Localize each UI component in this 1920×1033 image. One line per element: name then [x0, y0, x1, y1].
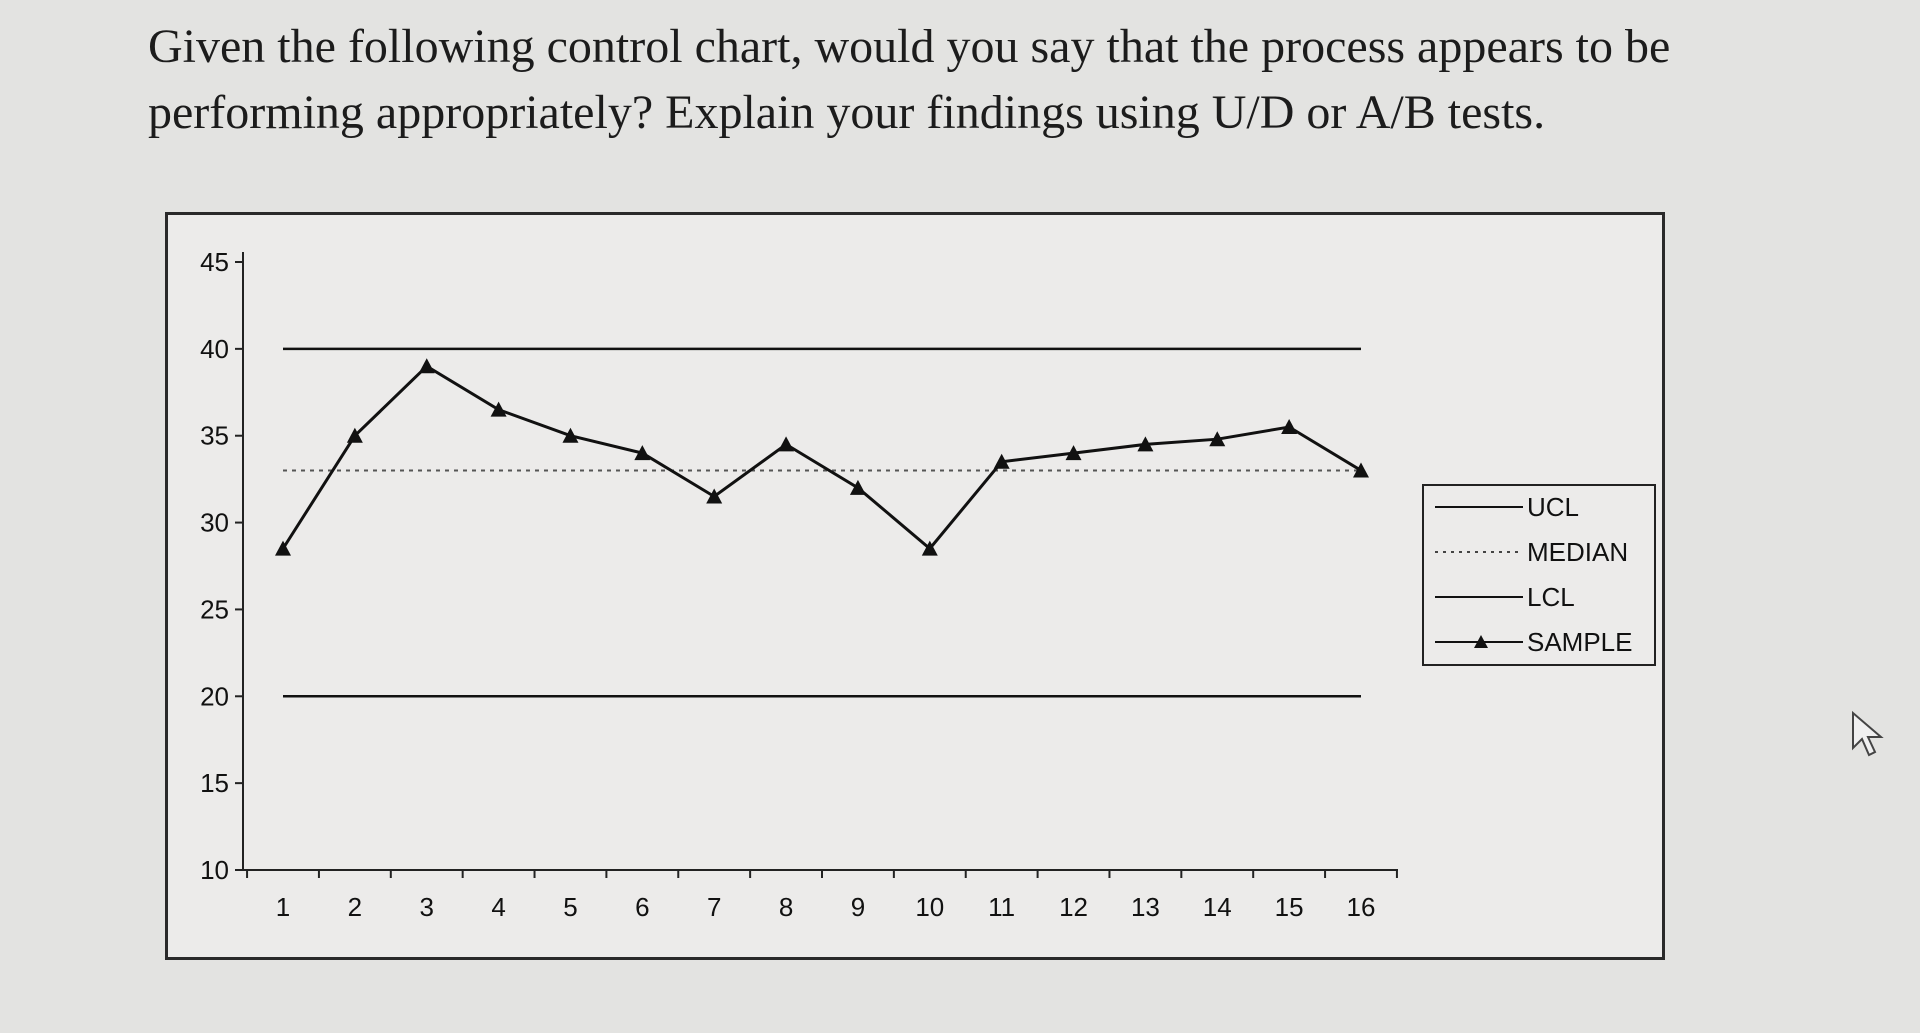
- sample-point-marker: [1281, 419, 1298, 435]
- series-line-sample: [281, 364, 1362, 551]
- sample-point-marker: [275, 540, 291, 556]
- sample-point-marker: [921, 540, 938, 556]
- y-tick-label: 15: [200, 768, 229, 798]
- y-tick-label: 45: [200, 247, 229, 277]
- x-tick-label: 15: [1275, 892, 1304, 922]
- sample-point-marker: [993, 453, 1010, 469]
- x-tick-label: 5: [563, 892, 577, 922]
- legend-label-ucl: UCL: [1527, 492, 1579, 522]
- sample-point-marker: [1065, 445, 1082, 461]
- question-text: Given the following control chart, would…: [148, 20, 1671, 139]
- legend-label-median: MEDIAN: [1527, 537, 1628, 567]
- y-tick-label: 40: [200, 334, 229, 364]
- legend-box: [1422, 484, 1656, 666]
- x-tick-label: 1: [276, 892, 290, 922]
- sample-point-marker: [634, 445, 651, 461]
- x-tick-label: 9: [851, 892, 865, 922]
- x-tick-label: 7: [707, 892, 721, 922]
- x-tick-label: 8: [779, 892, 793, 922]
- x-tick-label: 6: [635, 892, 649, 922]
- legend-marker: [1474, 635, 1488, 648]
- x-tick-label: 12: [1059, 892, 1088, 922]
- y-axis: 10 15 20 25 30 35 40 45: [200, 247, 244, 885]
- x-tick-label: 13: [1131, 892, 1160, 922]
- x-tick-label: 3: [419, 892, 433, 922]
- x-tick-label: 4: [491, 892, 505, 922]
- legend-label-sample: SAMPLE: [1527, 627, 1633, 657]
- sample-point-marker: [706, 488, 723, 504]
- sample-point-marker: [1137, 436, 1154, 452]
- sample-point-marker: [490, 401, 507, 417]
- x-tick-label: 14: [1203, 892, 1232, 922]
- sample-point-marker: [849, 479, 866, 495]
- sample-point-marker: [1209, 431, 1226, 447]
- x-tick-label: 2: [348, 892, 362, 922]
- y-tick-label: 30: [200, 508, 229, 538]
- chart-legend: UCL MEDIAN LCL SAMPLE: [1422, 484, 1656, 666]
- sample-point-marker: [1353, 462, 1369, 478]
- sample-point-marker: [778, 436, 795, 452]
- chart-series: [275, 347, 1369, 698]
- y-tick-label: 25: [200, 594, 229, 624]
- sample-point-marker: [346, 427, 363, 443]
- legend-label-lcl: LCL: [1527, 582, 1575, 612]
- y-tick-label: 10: [200, 855, 229, 885]
- y-tick-label: 20: [200, 681, 229, 711]
- sample-point-marker: [418, 358, 435, 374]
- sample-point-marker: [562, 427, 579, 443]
- x-tick-label: 11: [988, 892, 1015, 922]
- x-axis: 1 2 3 4 5 6 7 8 9 10 11 12 13 14 15 16: [243, 869, 1398, 922]
- control-chart: 10 15 20 25 30 35 40 45 1 2 3 4 5 6 7 8 9 10 11 12 13 14 15 16…: [165, 212, 1665, 960]
- x-tick-label: 16: [1347, 892, 1376, 922]
- y-tick-label: 35: [200, 421, 229, 451]
- x-tick-label: 10: [915, 892, 944, 922]
- mouse-cursor-icon: [1852, 710, 1884, 757]
